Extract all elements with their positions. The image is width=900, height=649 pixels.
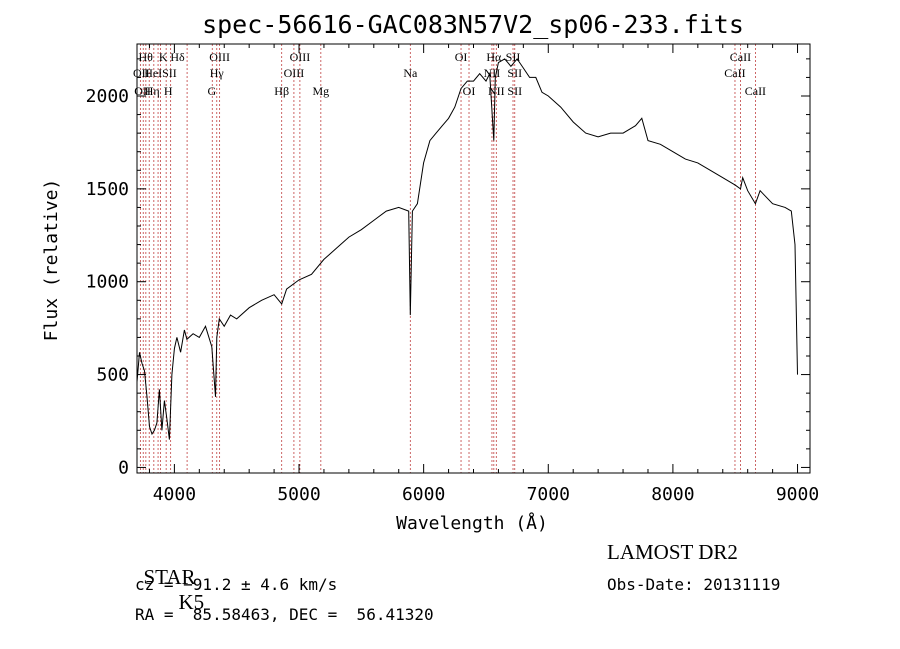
emission-line-label: Hδ (170, 50, 185, 64)
plot-frame (136, 43, 811, 474)
redshift-text: cz = −91.2 ± 4.6 km/s (135, 575, 338, 594)
y-axis-label: Flux (relative) (41, 179, 62, 342)
emission-line-label: SII (507, 84, 522, 98)
emission-line-label: H (164, 84, 173, 98)
subclass-label: K5 (178, 590, 205, 614)
emission-line-label: OII (134, 84, 151, 98)
x-tick-label: 6000 (402, 484, 445, 505)
emission-line-label: OIII (209, 50, 230, 64)
x-tick-label: 9000 (776, 484, 819, 505)
emission-line-label: SII (507, 66, 522, 80)
emission-line-label: Hγ (210, 66, 225, 80)
emission-line-label: OIII (284, 66, 305, 80)
y-tick-label: 2000 (86, 86, 129, 107)
emission-line-label: SII (506, 50, 521, 64)
y-tick-label: 1000 (86, 272, 129, 293)
emission-line-label: NII (488, 84, 505, 98)
x-tick-label: 7000 (527, 484, 570, 505)
y-tick-label: 500 (96, 365, 129, 386)
emission-line-label: CaII (745, 84, 766, 98)
emission-line-label: K (159, 50, 168, 64)
object-class: STAR K5 (133, 540, 205, 615)
emission-line-label: CaII (724, 66, 745, 80)
emission-line-label: OI (455, 50, 468, 64)
survey-label: LAMOST DR2 (607, 540, 738, 564)
y-tick-label: 1500 (86, 179, 129, 200)
emission-line-label: G (207, 84, 216, 98)
x-tick-label: 4000 (153, 484, 196, 505)
coordinates-text: RA = 85.58463, DEC = 56.41320 (135, 605, 434, 624)
emission-line-label: NII (484, 66, 501, 80)
y-tick-label: 0 (118, 457, 129, 478)
emission-line-markers (139, 44, 756, 473)
x-tick-label: 5000 (277, 484, 320, 505)
class-label: STAR (143, 565, 196, 589)
emission-line-label: SII (162, 66, 177, 80)
emission-line-label: Mg (312, 84, 329, 98)
obs-date-text: Obs-Date: 20131119 (607, 575, 781, 594)
emission-line-label: OIII (290, 50, 311, 64)
emission-line-label: Hβ (274, 84, 289, 98)
spectrum-series-layer (136, 58, 798, 440)
emission-line-label: Hθ (139, 50, 154, 64)
emission-line-label: Na (403, 66, 418, 80)
x-axis: 4000 5000 6000 7000 8000 9000 (148, 44, 819, 505)
spectrum-line (136, 58, 798, 440)
chart-title: spec-56616-GAC083N57V2_sp06-233.fits (202, 10, 744, 39)
emission-line-label: Hη (145, 84, 160, 98)
emission-line-label: HeI (144, 66, 162, 80)
y-axis: 0 500 1000 1500 2000 (86, 58, 810, 478)
x-axis-label: Wavelength (Å) (396, 512, 548, 534)
emission-line-label: OI (463, 84, 476, 98)
emission-line-label: Hα (486, 50, 502, 64)
emission-line-label: CaII (730, 50, 751, 64)
x-tick-label: 8000 (651, 484, 694, 505)
